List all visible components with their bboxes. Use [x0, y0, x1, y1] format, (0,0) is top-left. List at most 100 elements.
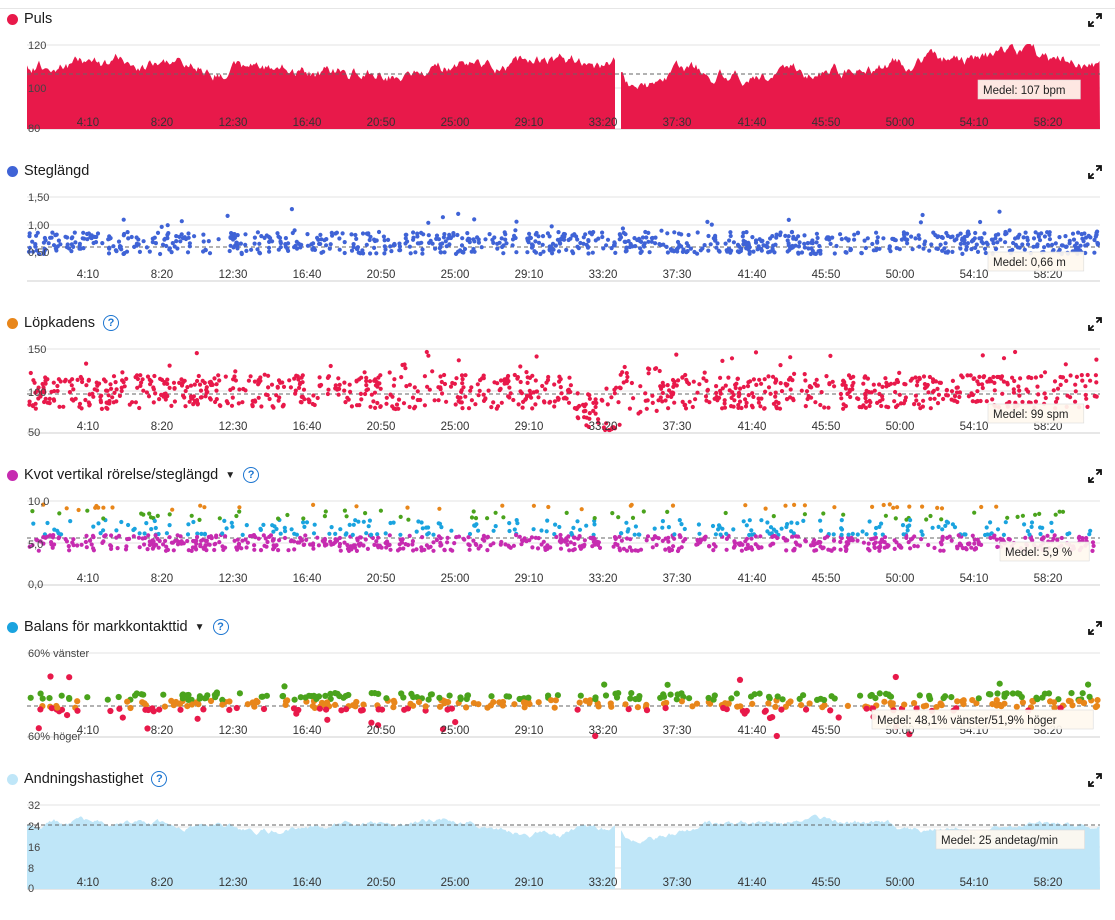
data-point	[217, 516, 222, 521]
data-point	[43, 396, 48, 401]
data-point	[621, 546, 627, 551]
data-point	[548, 697, 555, 704]
data-point	[440, 215, 445, 220]
data-point	[864, 388, 869, 393]
data-point	[138, 373, 143, 378]
x-tick-label: 29:10	[515, 877, 544, 889]
data-point	[929, 242, 934, 247]
data-point	[335, 387, 340, 392]
data-point	[427, 387, 432, 392]
data-point	[475, 382, 480, 387]
data-point	[724, 547, 729, 552]
data-point	[857, 692, 864, 699]
data-point	[914, 383, 920, 388]
data-point	[669, 391, 674, 396]
data-point	[243, 242, 248, 247]
data-point	[41, 502, 46, 507]
expand-icon[interactable]	[1088, 773, 1102, 787]
data-point	[817, 243, 822, 249]
data-point	[1023, 535, 1028, 540]
data-point	[365, 546, 370, 551]
data-point	[444, 399, 449, 404]
data-point	[676, 378, 681, 383]
data-point	[422, 703, 429, 710]
data-point	[463, 373, 468, 378]
data-point	[501, 515, 506, 520]
data-point	[759, 381, 764, 386]
data-point	[818, 518, 823, 523]
data-point	[627, 545, 633, 550]
data-point	[428, 238, 433, 243]
data-point	[828, 693, 835, 700]
data-point	[1085, 404, 1090, 409]
data-point	[147, 542, 152, 548]
data-point	[302, 694, 309, 701]
data-point	[814, 548, 819, 553]
x-tick-label: 50:00	[886, 421, 915, 433]
data-point	[1013, 349, 1018, 355]
data-point	[484, 704, 491, 711]
data-point	[236, 690, 243, 697]
data-point	[328, 363, 333, 369]
data-point	[1068, 373, 1073, 378]
data-point	[596, 420, 601, 425]
expand-icon[interactable]	[1088, 165, 1102, 179]
expand-icon[interactable]	[1088, 317, 1102, 331]
data-point	[1079, 373, 1084, 378]
data-point	[557, 524, 562, 530]
data-point	[297, 385, 302, 390]
kvot-dropdown-icon[interactable]: ▼	[225, 469, 236, 481]
help-icon[interactable]: ?	[151, 771, 168, 787]
balans-dropdown-icon[interactable]: ▼	[194, 621, 205, 633]
data-point	[624, 248, 629, 253]
data-point	[553, 522, 558, 527]
data-point	[939, 542, 944, 547]
data-point	[1039, 694, 1046, 701]
data-point	[276, 378, 282, 383]
data-point	[1084, 536, 1089, 541]
data-point	[838, 539, 843, 544]
data-point	[814, 231, 820, 236]
data-point	[79, 542, 84, 547]
data-point	[254, 698, 261, 706]
expand-icon[interactable]	[1088, 469, 1102, 483]
data-point	[387, 370, 392, 375]
data-point	[473, 402, 478, 407]
data-point	[617, 548, 623, 553]
data-point	[110, 505, 115, 510]
data-point	[587, 393, 592, 398]
data-point	[507, 521, 512, 526]
data-point	[547, 234, 552, 239]
data-point	[162, 237, 167, 242]
expand-icon[interactable]	[1088, 13, 1102, 27]
data-point	[577, 534, 582, 539]
help-icon[interactable]: ?	[243, 467, 260, 483]
data-point	[954, 385, 959, 390]
x-tick-label: 33:20	[589, 573, 618, 585]
data-point	[286, 548, 291, 553]
data-point	[199, 395, 204, 400]
data-point	[643, 391, 648, 396]
data-point	[276, 234, 281, 239]
data-point	[644, 406, 649, 411]
help-icon[interactable]: ?	[212, 619, 229, 635]
data-point	[57, 511, 62, 516]
data-point	[259, 404, 264, 409]
data-point	[969, 247, 974, 252]
help-icon[interactable]: ?	[102, 315, 119, 331]
expand-icon[interactable]	[1088, 621, 1102, 635]
puls-title: Puls	[24, 11, 53, 27]
data-point	[347, 522, 352, 527]
data-point	[235, 233, 240, 238]
data-point	[30, 403, 35, 408]
data-point	[319, 382, 324, 388]
data-point	[877, 524, 882, 529]
data-point	[761, 243, 766, 248]
data-point	[773, 394, 778, 399]
data-point	[587, 396, 593, 401]
data-point	[863, 705, 870, 712]
data-point	[723, 510, 728, 516]
data-point	[463, 704, 470, 711]
data-point	[969, 392, 974, 397]
data-point	[803, 538, 808, 543]
